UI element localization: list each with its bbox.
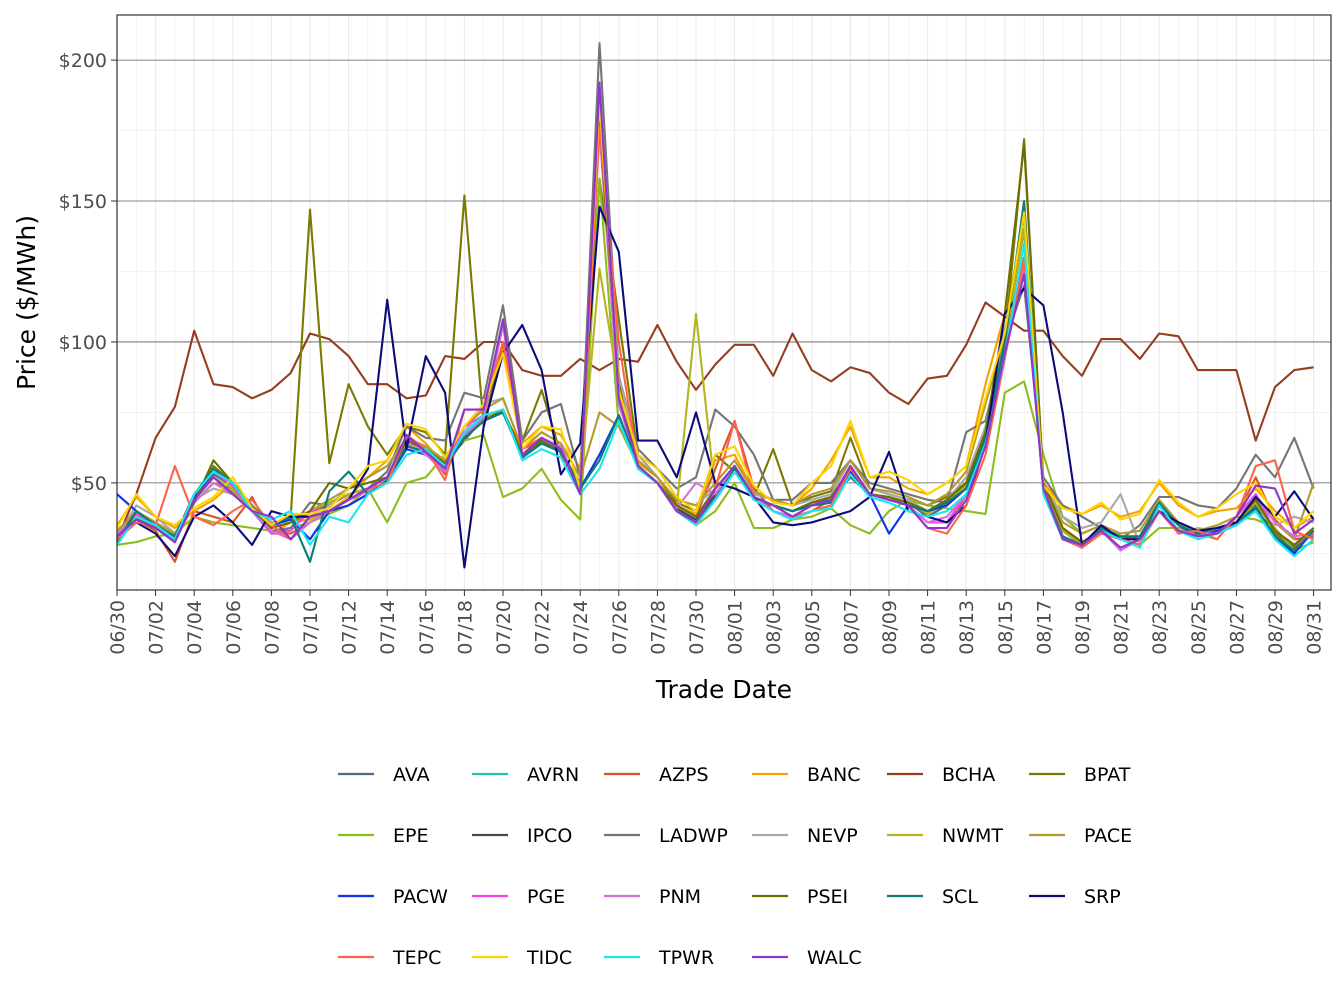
series-line-pnm: [116, 129, 1314, 552]
legend-item: PSEI: [752, 886, 848, 908]
legend-label: BCHA: [942, 764, 995, 786]
legend-item: BCHA: [887, 764, 995, 786]
legend-item: IPCO: [472, 825, 572, 847]
x-tick-label: 08/19: [1072, 600, 1094, 655]
y-axis-title: Price ($/MWh): [12, 215, 41, 390]
legend-label: PACW: [393, 886, 448, 908]
legend-item: TIDC: [472, 947, 572, 969]
y-tick-label: $200: [59, 50, 107, 72]
legend-item: PACE: [1029, 825, 1132, 847]
legend-label: IPCO: [527, 825, 572, 847]
legend-label: BANC: [807, 764, 861, 786]
legend-item: LADWP: [604, 825, 728, 847]
x-tick-label: 07/26: [609, 600, 631, 655]
legend-label: PGE: [527, 886, 565, 908]
x-tick-label: 07/10: [300, 600, 322, 655]
series-lines: [116, 42, 1315, 569]
x-tick-label: 07/18: [454, 600, 476, 655]
legend-label: AVA: [393, 764, 430, 786]
x-tick-label: 07/22: [532, 600, 554, 655]
x-tick-label: 08/25: [1188, 600, 1210, 655]
legend-label: AVRN: [527, 764, 579, 786]
legend-item: TPWR: [604, 947, 714, 969]
x-tick-label: 08/11: [918, 600, 940, 655]
x-tick-label: 08/09: [879, 600, 901, 655]
x-tick-label: 08/01: [725, 600, 747, 655]
legend-label: EPE: [393, 825, 428, 847]
legend-item: AZPS: [604, 764, 709, 786]
x-tick-label: 07/30: [686, 600, 708, 655]
legend-item: WALC: [752, 947, 862, 969]
x-tick-label: 08/23: [1149, 600, 1171, 655]
legend-item: TEPC: [338, 947, 441, 969]
series-line-tidc: [116, 98, 1315, 530]
x-tick-label: 08/31: [1304, 600, 1326, 655]
legend-item: AVA: [338, 764, 430, 786]
legend-label: NEVP: [807, 825, 858, 847]
legend-label: WALC: [807, 947, 862, 969]
plot-panel-border: [116, 14, 1332, 591]
legend-item: EPE: [338, 825, 428, 847]
x-tick-label: 07/04: [184, 600, 206, 655]
x-tick-label: 07/16: [416, 600, 438, 655]
x-tick-label: 08/15: [995, 600, 1017, 655]
x-tick-label: 07/24: [570, 600, 592, 655]
series-line-walc: [116, 81, 1315, 549]
series-line-bcha: [116, 301, 1314, 540]
legend-label: PSEI: [807, 886, 848, 908]
x-axis-title: Trade Date: [655, 675, 792, 704]
legend-item: BPAT: [1029, 764, 1131, 786]
x-tick-label: 07/06: [223, 600, 245, 655]
legend-label: SCL: [942, 886, 978, 908]
gridlines: [116, 15, 1331, 590]
y-tick-label: $50: [71, 473, 107, 495]
y-tick-label: $150: [59, 191, 107, 213]
legend-label: TPWR: [658, 947, 714, 969]
series-line-tpwr: [116, 242, 1315, 558]
legend-item: NEVP: [752, 825, 858, 847]
y-axis: $50 $100 $150 $200: [59, 50, 117, 495]
x-tick-label: 07/08: [261, 600, 283, 655]
x-tick-label: 08/13: [956, 600, 978, 655]
x-tick-label: 08/21: [1111, 600, 1133, 655]
legend-label: TIDC: [526, 947, 572, 969]
x-tick-label: 08/29: [1265, 600, 1287, 655]
legend-item: SRP: [1029, 886, 1121, 908]
legend-item: PACW: [338, 886, 448, 908]
x-tick-label: 07/28: [647, 600, 669, 655]
x-tick-label: 07/20: [493, 600, 515, 655]
x-tick-label: 08/07: [840, 600, 862, 655]
x-tick-label: 08/05: [802, 600, 824, 655]
legend-item: PNM: [604, 886, 701, 908]
legend-item: BANC: [752, 764, 861, 786]
legend-label: PACE: [1084, 825, 1132, 847]
x-tick-label: 07/02: [146, 600, 168, 655]
y-tick-label: $100: [59, 332, 107, 354]
x-tick-label: 07/14: [377, 600, 399, 655]
legend-label: AZPS: [659, 764, 709, 786]
legend-label: LADWP: [659, 825, 728, 847]
legend: AVA AVRN AZPS BANC BCHA BPAT EPE IPCO LADWP NEVP N…: [338, 764, 1132, 969]
x-tick-label: 07/12: [339, 600, 361, 655]
legend-item: AVRN: [472, 764, 579, 786]
legend-label: PNM: [659, 886, 701, 908]
legend-label: BPAT: [1084, 764, 1131, 786]
x-tick-label: 08/17: [1033, 600, 1055, 655]
legend-label: TEPC: [392, 947, 441, 969]
legend-label: NWMT: [942, 825, 1003, 847]
legend-label: SRP: [1084, 886, 1121, 908]
x-tick-label: 06/30: [107, 600, 129, 655]
x-tick-label: 08/03: [763, 600, 785, 655]
legend-item: PGE: [472, 886, 565, 908]
x-axis: 06/30 07/02 07/04 07/06 07/08 07/10 07/12 07/14…: [107, 590, 1326, 655]
legend-item: SCL: [887, 886, 978, 908]
x-tick-label: 08/27: [1226, 600, 1248, 655]
legend-item: NWMT: [887, 825, 1003, 847]
